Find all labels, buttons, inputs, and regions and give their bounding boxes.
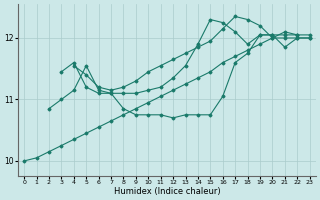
X-axis label: Humidex (Indice chaleur): Humidex (Indice chaleur) — [114, 187, 220, 196]
